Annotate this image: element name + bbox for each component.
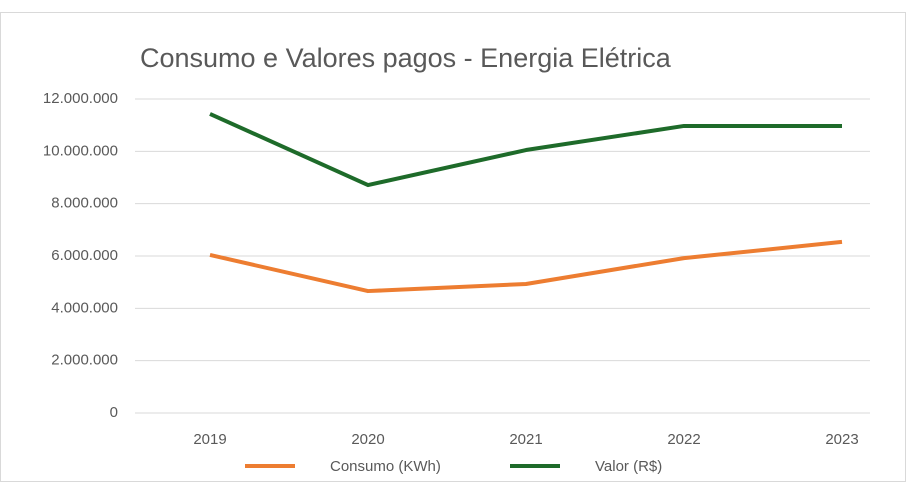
- chart-frame: [0, 12, 906, 482]
- legend-label: Valor (R$): [595, 458, 662, 475]
- x-tick-label: 2022: [667, 431, 700, 448]
- y-tick-label: 10.000.000: [43, 142, 118, 159]
- y-tick-label: 4.000.000: [51, 299, 118, 316]
- series-line: [209, 239, 843, 294]
- chart-title: Consumo e Valores pagos - Energia Elétri…: [140, 43, 672, 73]
- x-tick-label: 2020: [351, 431, 384, 448]
- legend-label: Consumo (KWh): [330, 458, 441, 475]
- series-line: [209, 112, 842, 188]
- y-tick-label: 2.000.000: [51, 352, 118, 369]
- y-tick-label: 0: [110, 404, 118, 421]
- x-tick-label: 2019: [193, 431, 226, 448]
- y-tick-label: 8.000.000: [51, 195, 118, 212]
- x-tick-label: 2021: [509, 431, 542, 448]
- x-tick-label: 2023: [825, 431, 858, 448]
- y-tick-label: 12.000.000: [43, 90, 118, 107]
- y-tick-label: 6.000.000: [51, 247, 118, 264]
